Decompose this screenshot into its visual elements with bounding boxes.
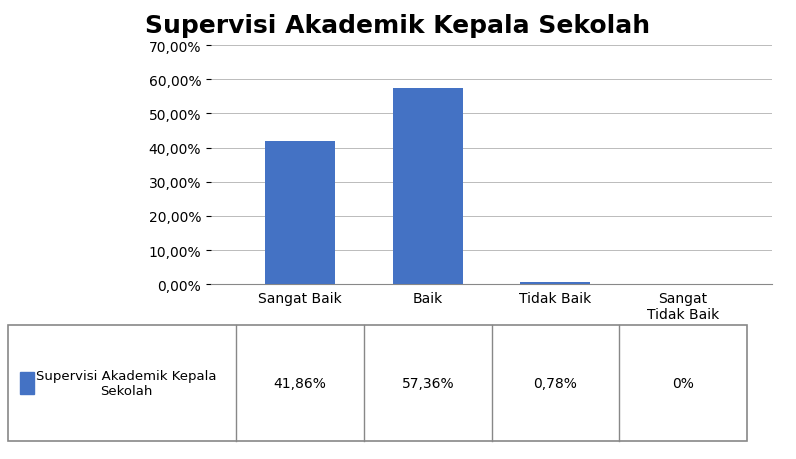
Text: Supervisi Akademik Kepala Sekolah: Supervisi Akademik Kepala Sekolah <box>146 14 650 38</box>
Text: 0,78%: 0,78% <box>533 376 577 390</box>
Text: 57,36%: 57,36% <box>401 376 454 390</box>
Bar <box>521 282 591 285</box>
Bar <box>265 142 335 285</box>
Text: Supervisi Akademik Kepala
Sekolah: Supervisi Akademik Kepala Sekolah <box>36 369 217 397</box>
Bar <box>392 89 462 285</box>
Bar <box>20 372 34 394</box>
Text: 41,86%: 41,86% <box>274 376 326 390</box>
Text: 0%: 0% <box>672 376 694 390</box>
